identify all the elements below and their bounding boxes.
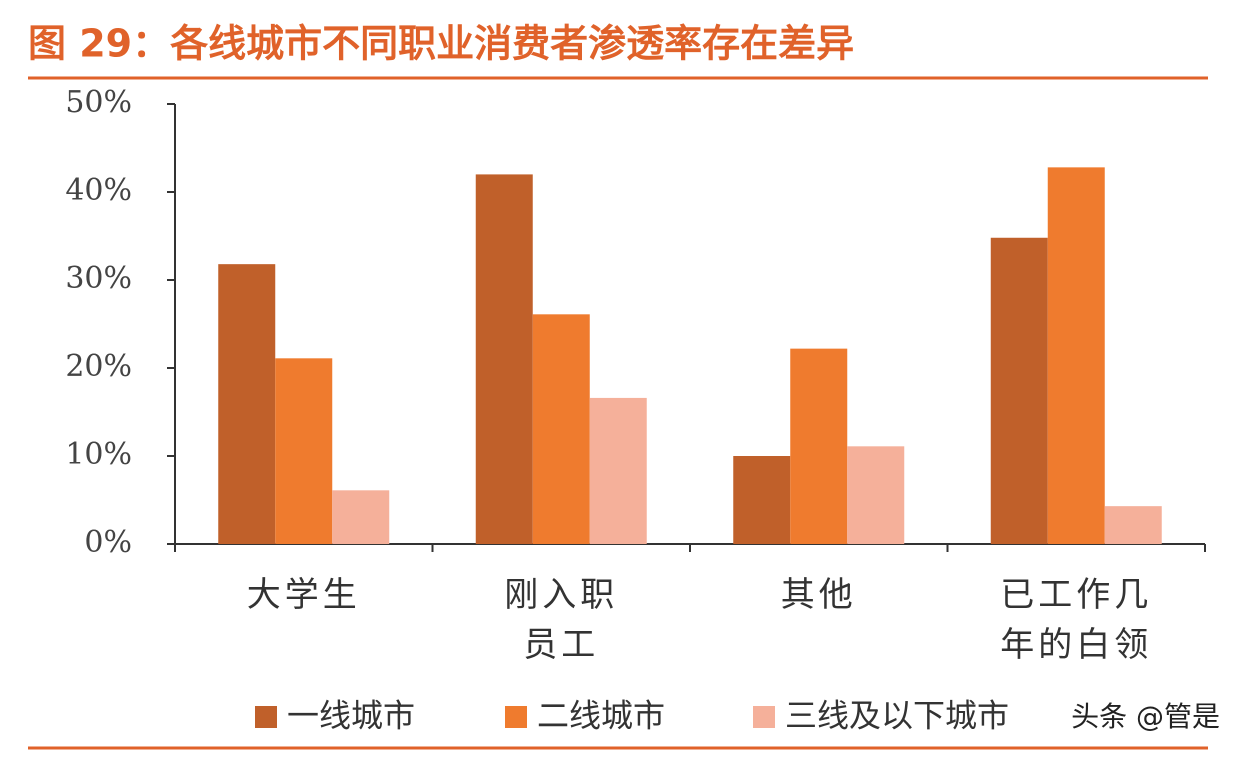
y-tick-label: 40% bbox=[65, 173, 132, 208]
y-tick-label: 10% bbox=[65, 437, 132, 472]
legend-label: 二线城市 bbox=[537, 697, 665, 735]
chart-title: 图 29：各线城市不同职业消费者渗透率存在差异 bbox=[28, 22, 854, 66]
bar bbox=[1047, 167, 1105, 545]
bar bbox=[475, 174, 533, 544]
watermark: 头条 @管是 bbox=[1071, 700, 1220, 733]
bar bbox=[1104, 506, 1162, 544]
legend-swatch bbox=[753, 706, 775, 728]
bar bbox=[532, 314, 590, 544]
bar bbox=[275, 358, 333, 544]
bar bbox=[218, 264, 276, 544]
bar bbox=[332, 490, 390, 544]
legend-label: 一线城市 bbox=[287, 697, 415, 735]
y-tick-label: 20% bbox=[65, 349, 132, 384]
x-tick-label: 刚入职员工 bbox=[504, 575, 619, 665]
legend-label: 三线及以下城市 bbox=[785, 697, 1009, 735]
y-tick-label: 0% bbox=[84, 525, 132, 560]
bar bbox=[990, 237, 1048, 544]
x-tick-label: 其他 bbox=[780, 575, 857, 615]
bar bbox=[790, 348, 848, 544]
legend-swatch bbox=[255, 706, 277, 728]
x-tick-label: 大学生 bbox=[246, 575, 361, 615]
legend-swatch bbox=[505, 706, 527, 728]
y-tick-label: 50% bbox=[65, 85, 132, 120]
bar bbox=[589, 397, 647, 544]
x-tick-label: 已工作几年的白领 bbox=[1000, 575, 1153, 665]
bar bbox=[847, 446, 905, 544]
bar bbox=[733, 456, 791, 544]
y-tick-label: 30% bbox=[65, 261, 132, 296]
